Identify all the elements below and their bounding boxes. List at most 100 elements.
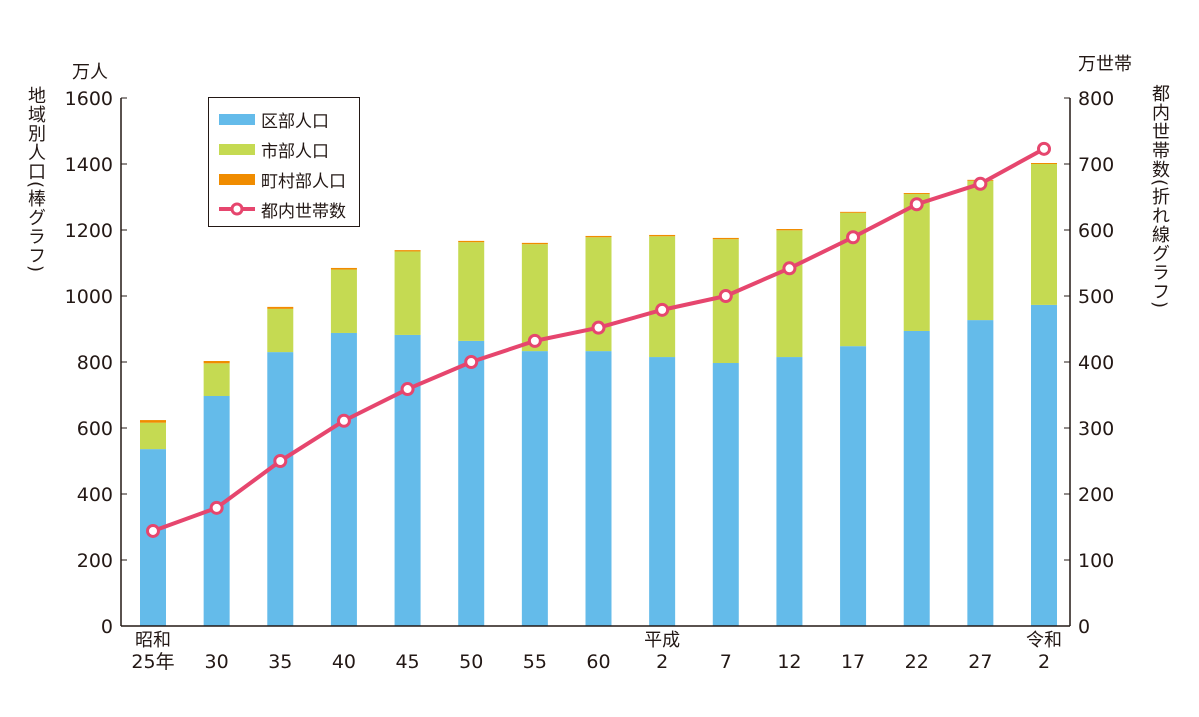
legend-item: 市部人口 — [219, 134, 359, 164]
right-axis-label: 都内世帯数(折れ線グラフ) — [1149, 84, 1170, 310]
bar-segment — [967, 180, 994, 321]
bar-segment — [521, 244, 548, 352]
x-tick-label: 55 — [523, 651, 547, 673]
legend-label: 区部人口 — [261, 111, 329, 132]
bar-segment — [903, 330, 930, 626]
bar-segment — [203, 363, 230, 396]
legend-label: 町村部人口 — [261, 171, 346, 192]
left-tick-label: 1600 — [65, 88, 113, 110]
right-axis-unit: 万世帯 — [1078, 54, 1132, 75]
right-tick-label: 800 — [1078, 88, 1114, 110]
right-tick-label: 200 — [1078, 484, 1114, 506]
household-point — [273, 454, 288, 468]
bar-segment — [1031, 164, 1057, 305]
household-point — [591, 320, 606, 335]
bar-segment — [330, 269, 357, 333]
right-tick-label: 500 — [1078, 286, 1114, 308]
left-tick-label: 200 — [77, 550, 113, 572]
x-tick-label: 45 — [395, 651, 419, 673]
household-point — [973, 176, 988, 191]
x-tick-label: 50 — [459, 651, 483, 673]
left-tick-label: 400 — [77, 484, 113, 506]
household-point — [209, 500, 224, 515]
bar-segment — [1031, 163, 1057, 164]
bar-segment — [394, 250, 421, 252]
legend-swatch — [219, 173, 255, 185]
household-point — [527, 333, 542, 348]
x-tick-label: 2 — [1038, 651, 1050, 673]
bar-segment — [649, 234, 676, 237]
bar-segment — [585, 351, 612, 626]
bar-segment — [521, 242, 548, 245]
bar-segment — [140, 422, 166, 450]
household-point — [1037, 141, 1051, 156]
right-tick-label: 700 — [1078, 154, 1114, 176]
legend-item: 区部人口 — [219, 104, 359, 134]
right-tick-label: 600 — [1078, 220, 1114, 242]
x-tick-label: 22 — [905, 651, 929, 673]
bar-segment — [776, 230, 803, 358]
bar-segment — [712, 237, 739, 240]
x-tick-label: 60 — [586, 651, 610, 673]
bar-segment — [458, 240, 485, 243]
household-point — [846, 230, 861, 245]
right-tick-label: 400 — [1078, 352, 1114, 374]
x-tick-label: 2 — [656, 651, 668, 673]
x-tick-label: 令和 — [1026, 630, 1062, 651]
bar-segment — [521, 351, 548, 626]
bar-segment — [585, 235, 612, 238]
x-tick-label: 平成 — [644, 630, 680, 651]
bar-segment — [712, 362, 739, 626]
left-axis-label: 地域別人口(棒グラフ) — [25, 86, 46, 274]
left-tick-label: 1400 — [65, 154, 113, 176]
bar-segment — [458, 340, 485, 626]
legend-label: 市部人口 — [261, 141, 329, 162]
legend-line-marker — [219, 202, 255, 216]
x-tick-label: 35 — [268, 651, 292, 673]
x-tick-label: 12 — [777, 651, 801, 673]
bar-segment — [394, 334, 421, 626]
bar-segment — [330, 267, 357, 270]
household-point — [718, 289, 733, 303]
x-tick-label: 昭和 — [135, 630, 171, 651]
x-tick-label: 25年 — [131, 651, 174, 673]
bar-segment — [330, 332, 357, 626]
bar-segment — [649, 357, 676, 626]
legend-label: 都内世帯数 — [261, 201, 346, 222]
bar-segment — [776, 357, 803, 626]
bar-segment — [267, 352, 294, 626]
bar-segment — [1031, 304, 1057, 626]
left-axis-unit: 万人 — [72, 62, 108, 83]
bar-segment — [458, 242, 485, 341]
household-point — [464, 355, 479, 369]
household-point — [782, 261, 797, 276]
x-tick-label: 7 — [720, 651, 732, 673]
household-point — [146, 523, 160, 538]
x-tick-label: 30 — [205, 651, 229, 673]
bar-segment — [840, 211, 867, 213]
left-tick-label: 800 — [77, 352, 113, 374]
household-point — [655, 302, 670, 317]
left-tick-label: 1000 — [65, 286, 113, 308]
bar-segment — [267, 306, 294, 309]
bar-segment — [203, 361, 230, 364]
right-tick-label: 100 — [1078, 550, 1114, 572]
legend-item: 都内世帯数 — [219, 194, 359, 224]
bar-segment — [967, 320, 994, 626]
left-tick-label: 0 — [101, 616, 113, 638]
left-tick-label: 600 — [77, 418, 113, 440]
legend-swatch — [219, 143, 255, 155]
bar-segment — [140, 420, 166, 423]
legend-swatch — [219, 113, 255, 125]
right-tick-label: 300 — [1078, 418, 1114, 440]
x-tick-label: 40 — [332, 651, 356, 673]
bar-segment — [903, 194, 930, 331]
legend-item: 町村部人口 — [219, 164, 359, 194]
left-tick-label: 1200 — [65, 220, 113, 242]
household-point — [909, 197, 924, 212]
bar-segment — [267, 308, 294, 353]
bar-segment — [903, 193, 930, 195]
bar-segment — [776, 229, 803, 231]
bar-segment — [649, 236, 676, 358]
